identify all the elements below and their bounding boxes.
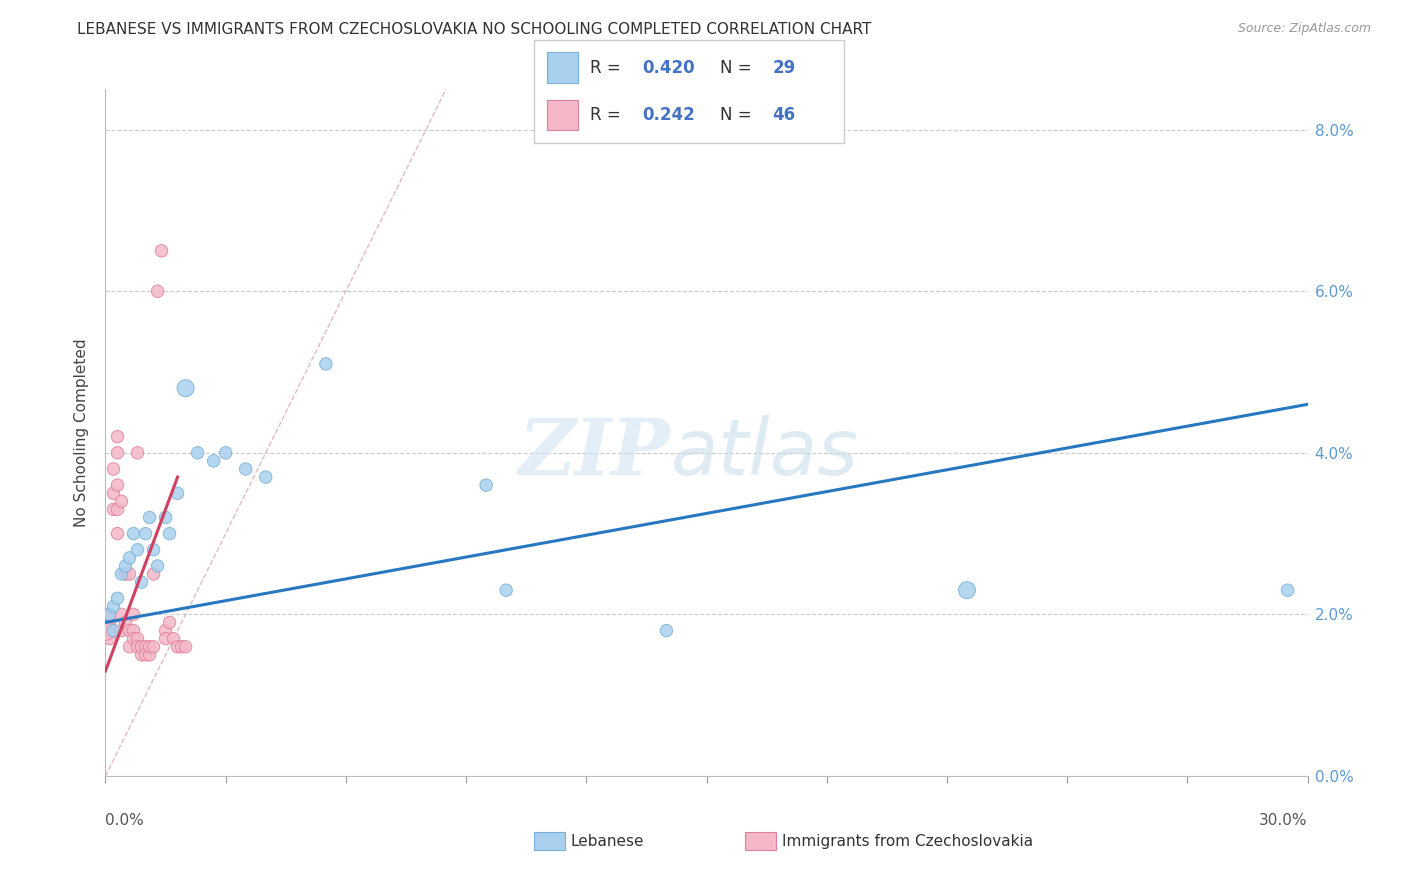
Text: Source: ZipAtlas.com: Source: ZipAtlas.com <box>1237 22 1371 36</box>
Point <box>122 624 145 638</box>
Point <box>118 550 141 565</box>
Text: R =: R = <box>591 106 626 124</box>
Point <box>142 567 165 582</box>
Point <box>107 502 129 516</box>
Point <box>956 583 979 598</box>
Point <box>135 640 157 654</box>
Point <box>162 632 184 646</box>
Point <box>110 567 132 582</box>
Point <box>103 486 125 500</box>
Point <box>138 510 160 524</box>
Point <box>127 446 149 460</box>
Text: atlas: atlas <box>671 415 858 491</box>
Point <box>118 640 141 654</box>
Point <box>142 640 165 654</box>
Point <box>98 607 121 622</box>
Text: Lebanese: Lebanese <box>571 834 644 848</box>
Point <box>127 542 149 557</box>
Text: ZIP: ZIP <box>519 415 671 491</box>
Point <box>159 526 181 541</box>
Point <box>98 607 121 622</box>
Text: 30.0%: 30.0% <box>1260 814 1308 828</box>
Point <box>235 462 257 476</box>
Point <box>122 632 145 646</box>
Point <box>138 648 160 662</box>
Point <box>214 446 236 460</box>
Point <box>155 632 177 646</box>
Point <box>103 624 125 638</box>
Point <box>142 542 165 557</box>
Point <box>98 607 121 622</box>
Point <box>94 624 117 638</box>
Point <box>107 430 129 444</box>
Point <box>118 567 141 582</box>
Point <box>131 575 153 590</box>
Text: 0.420: 0.420 <box>643 59 695 77</box>
FancyBboxPatch shape <box>534 40 844 143</box>
Point <box>138 640 160 654</box>
Point <box>170 640 193 654</box>
Point <box>114 615 136 630</box>
Point <box>135 648 157 662</box>
Point <box>150 244 173 258</box>
Text: 0.242: 0.242 <box>643 106 696 124</box>
Point <box>110 624 132 638</box>
Text: Immigrants from Czechoslovakia: Immigrants from Czechoslovakia <box>782 834 1033 848</box>
Text: R =: R = <box>591 59 626 77</box>
Text: 29: 29 <box>772 59 796 77</box>
Point <box>127 632 149 646</box>
Point <box>107 478 129 492</box>
Point <box>155 510 177 524</box>
Point <box>1277 583 1299 598</box>
Point <box>155 624 177 638</box>
Point <box>202 454 225 468</box>
Point <box>94 615 117 630</box>
Point <box>655 624 678 638</box>
Point <box>159 615 181 630</box>
Point <box>107 446 129 460</box>
FancyBboxPatch shape <box>547 53 578 83</box>
Point <box>103 599 125 614</box>
Point <box>495 583 517 598</box>
Point <box>174 640 197 654</box>
Point <box>107 591 129 606</box>
Point <box>118 624 141 638</box>
Point <box>146 284 169 298</box>
Point <box>122 526 145 541</box>
Point <box>475 478 498 492</box>
Point <box>254 470 277 484</box>
Point <box>131 640 153 654</box>
Point <box>174 381 197 395</box>
FancyBboxPatch shape <box>547 100 578 130</box>
Point <box>127 640 149 654</box>
Point <box>103 462 125 476</box>
Point <box>110 607 132 622</box>
Point <box>114 567 136 582</box>
Point <box>166 640 188 654</box>
Point <box>146 558 169 573</box>
Y-axis label: No Schooling Completed: No Schooling Completed <box>75 338 90 527</box>
Text: 0.0%: 0.0% <box>105 814 145 828</box>
Point <box>103 624 125 638</box>
Point <box>98 632 121 646</box>
Point <box>122 607 145 622</box>
Point <box>187 446 209 460</box>
Point <box>315 357 337 371</box>
Text: 46: 46 <box>772 106 796 124</box>
Point <box>107 526 129 541</box>
Point <box>114 558 136 573</box>
Text: N =: N = <box>720 106 756 124</box>
Text: N =: N = <box>720 59 756 77</box>
Point <box>103 502 125 516</box>
Point <box>98 615 121 630</box>
Text: LEBANESE VS IMMIGRANTS FROM CZECHOSLOVAKIA NO SCHOOLING COMPLETED CORRELATION CH: LEBANESE VS IMMIGRANTS FROM CZECHOSLOVAK… <box>77 22 872 37</box>
Point <box>135 526 157 541</box>
Point <box>166 486 188 500</box>
Point <box>131 648 153 662</box>
Point <box>110 494 132 508</box>
